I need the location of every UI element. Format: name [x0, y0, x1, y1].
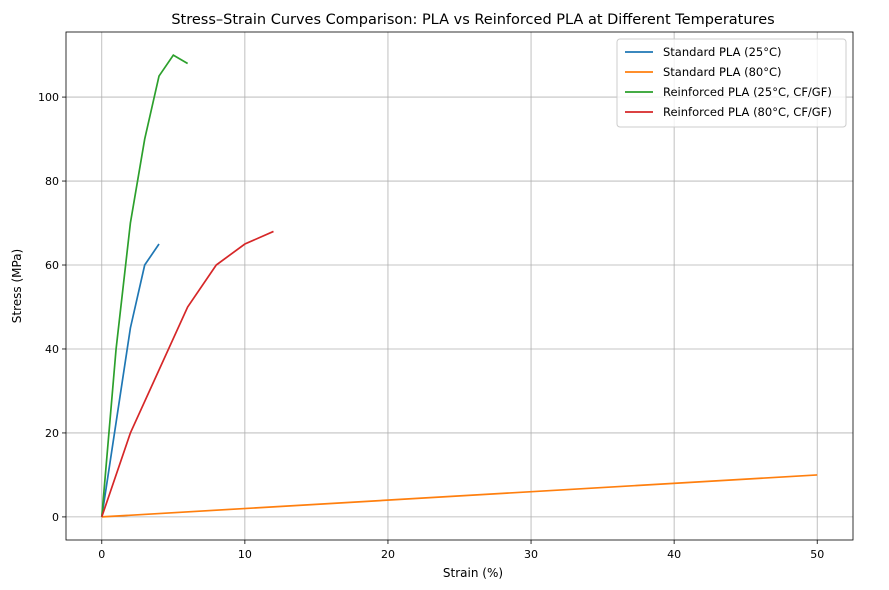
- axis-ticks: 0 10 20 30 40 50 0 20 40 60 80 100: [38, 91, 824, 561]
- y-tick-label: 60: [45, 259, 59, 272]
- legend-label: Reinforced PLA (80°C, CF/GF): [663, 105, 832, 119]
- plot-frame: [65, 31, 854, 541]
- series-line: [100, 230, 274, 518]
- x-tick-label: 40: [667, 548, 681, 561]
- series-lines: [100, 53, 818, 518]
- y-tick-label: 0: [52, 511, 59, 524]
- x-tick-label: 20: [381, 548, 395, 561]
- x-tick-label: 0: [98, 548, 105, 561]
- legend: Standard PLA (25°C) Standard PLA (80°C) Re…: [616, 38, 847, 128]
- legend-box: [616, 38, 847, 128]
- y-tick-label: 80: [45, 175, 59, 188]
- legend-label: Standard PLA (25°C): [663, 45, 782, 59]
- x-tick-label: 30: [524, 548, 538, 561]
- y-axis-label: Stress (MPa): [10, 249, 24, 323]
- series-line: [100, 243, 160, 518]
- chart-title: Stress–Strain Curves Comparison: PLA vs …: [171, 12, 774, 28]
- y-tick-label: 100: [38, 91, 59, 104]
- legend-label: Reinforced PLA (25°C, CF/GF): [663, 85, 832, 99]
- x-tick-label: 10: [238, 548, 252, 561]
- x-axis-label: Strain (%): [443, 566, 503, 580]
- x-tick-label: 50: [810, 548, 824, 561]
- series-line: [101, 474, 818, 518]
- y-tick-label: 40: [45, 343, 59, 356]
- series-line: [100, 53, 189, 517]
- y-tick-label: 20: [45, 427, 59, 440]
- legend-label: Standard PLA (80°C): [663, 65, 782, 79]
